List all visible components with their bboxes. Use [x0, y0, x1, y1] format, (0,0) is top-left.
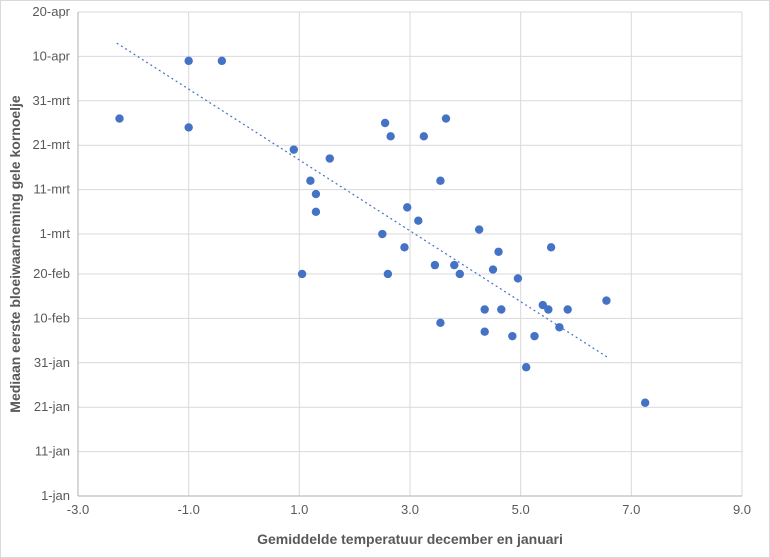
data-point — [378, 230, 386, 238]
data-point — [184, 123, 192, 131]
data-point — [494, 248, 502, 256]
data-point — [530, 332, 538, 340]
x-tick-label: -3.0 — [67, 502, 89, 517]
y-tick-label: 31-jan — [34, 355, 70, 370]
data-point — [312, 208, 320, 216]
scatter-chart: -3.0 -1.0 1.0 3.0 5.0 7.0 9.0 1-jan 11-jan 21-jan… — [0, 0, 770, 558]
data-point — [326, 154, 334, 162]
y-axis-title: Mediaan eerste bloeiwaarneming gele korn… — [7, 95, 23, 413]
data-point — [431, 261, 439, 269]
data-point — [544, 305, 552, 313]
data-point — [547, 243, 555, 251]
y-tick-label: 20-apr — [32, 4, 70, 19]
data-point — [420, 132, 428, 140]
data-point — [436, 177, 444, 185]
y-tick-label: 10-apr — [32, 48, 70, 63]
data-point — [384, 270, 392, 278]
trendline — [117, 43, 609, 358]
data-point — [456, 270, 464, 278]
chart-container: -3.0 -1.0 1.0 3.0 5.0 7.0 9.0 1-jan 11-jan 21-jan… — [0, 0, 770, 558]
data-point — [184, 57, 192, 65]
y-tick-label: 11-mrt — [33, 182, 70, 197]
data-point — [481, 305, 489, 313]
x-axis-title: Gemiddelde temperatuur december en janua… — [257, 531, 563, 547]
chart-border — [1, 1, 770, 558]
data-point — [290, 145, 298, 153]
x-tick-label: 3.0 — [401, 502, 419, 517]
y-tick-label: 21-mrt — [32, 137, 70, 152]
data-point — [489, 265, 497, 273]
x-tick-label: 9.0 — [733, 502, 751, 517]
data-point — [442, 114, 450, 122]
data-point — [403, 203, 411, 211]
data-point — [555, 323, 563, 331]
data-point — [414, 216, 422, 224]
data-point — [514, 274, 522, 282]
data-point — [115, 114, 123, 122]
data-point — [481, 328, 489, 336]
data-point — [306, 177, 314, 185]
data-point — [508, 332, 516, 340]
data-point — [475, 225, 483, 233]
data-point — [602, 296, 610, 304]
y-tick-label: 10-feb — [33, 310, 70, 325]
data-point — [386, 132, 394, 140]
data-point — [641, 399, 649, 407]
x-tick-label: 7.0 — [622, 502, 640, 517]
data-point — [450, 261, 458, 269]
data-point — [400, 243, 408, 251]
data-point — [564, 305, 572, 313]
y-tick-label: 1-mrt — [40, 226, 71, 241]
data-point — [298, 270, 306, 278]
data-point — [436, 319, 444, 327]
x-tick-label: 1.0 — [290, 502, 308, 517]
data-point — [381, 119, 389, 127]
data-point — [497, 305, 505, 313]
x-tick-label: -1.0 — [177, 502, 199, 517]
x-tick-label: 5.0 — [512, 502, 530, 517]
y-tick-label: 20-feb — [33, 266, 70, 281]
y-tick-label: 11-jan — [35, 444, 70, 459]
y-tick-label: 1-jan — [41, 488, 70, 503]
data-point — [218, 57, 226, 65]
y-tick-label: 21-jan — [34, 399, 70, 414]
y-tick-label: 31-mrt — [32, 93, 70, 108]
data-point — [522, 363, 530, 371]
data-point — [312, 190, 320, 198]
